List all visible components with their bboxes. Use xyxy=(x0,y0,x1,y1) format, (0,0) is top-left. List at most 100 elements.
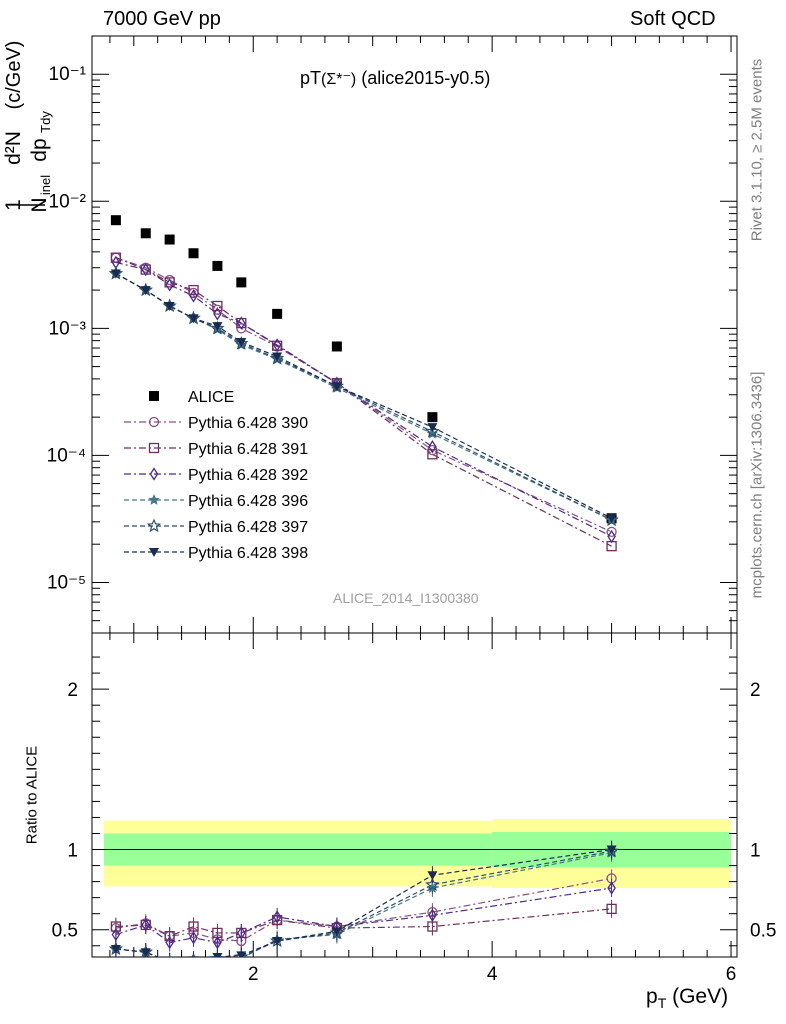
ratio-series-line xyxy=(115,887,612,944)
ylabel-dp: dp xyxy=(28,138,51,161)
x-axis-label: pT (GeV) xyxy=(646,985,728,1011)
ratio-data-point xyxy=(192,954,195,957)
ratio-data-point xyxy=(164,930,175,942)
data-point xyxy=(606,514,617,524)
ratio-data-point xyxy=(210,951,225,957)
main-y-axis-label: 1 N inel d²N dp Tdy (c/GeV) xyxy=(2,41,53,213)
data-point xyxy=(188,314,199,324)
ratio-data-point xyxy=(110,921,122,932)
legend-label: Pythia 6.428 391 xyxy=(188,441,308,458)
ratio-data-point xyxy=(212,953,223,957)
data-point xyxy=(212,300,223,312)
data-point xyxy=(236,323,247,334)
legend-marker xyxy=(149,391,159,401)
ratio-series-line xyxy=(115,908,612,937)
data-point xyxy=(236,338,247,348)
data-point xyxy=(110,215,121,226)
legend-label: Pythia 6.428 392 xyxy=(188,467,308,484)
data-point xyxy=(212,260,223,271)
legend-label: Pythia 6.428 397 xyxy=(188,519,308,536)
y-tick-label: 10⁻⁵ xyxy=(47,572,86,593)
legend-marker xyxy=(148,442,160,454)
y-tick-label: 10⁻² xyxy=(49,191,87,212)
x-tick-label: 4 xyxy=(487,964,498,985)
data-point xyxy=(164,277,175,288)
ylabel-inel: inel xyxy=(38,175,53,195)
data-point xyxy=(110,252,122,263)
legend-entry: Pythia 6.428 390 xyxy=(124,415,308,432)
ratio-data-point xyxy=(234,949,249,957)
legend-entry: Pythia 6.428 392 xyxy=(124,467,308,484)
y-tick-label: 10⁻¹ xyxy=(49,64,87,85)
data-point xyxy=(272,338,282,352)
legend-label: Pythia 6.428 398 xyxy=(188,545,308,562)
legend-marker xyxy=(146,518,162,533)
ratio-data-point xyxy=(110,944,121,954)
ylabel-unit: (c/GeV) xyxy=(3,41,25,110)
series-line xyxy=(115,273,612,519)
header-left-text: 7000 GeV pp xyxy=(103,8,221,30)
ratio-series-line xyxy=(115,852,612,957)
analysis-id: ALICE_2014_I1300380 xyxy=(333,590,479,606)
data-point xyxy=(189,289,198,303)
data-point xyxy=(213,307,222,321)
data-point xyxy=(331,341,342,352)
data-point xyxy=(164,234,175,245)
title-particle: (Σ*⁻) xyxy=(321,71,357,88)
ratio-data-point xyxy=(331,927,342,937)
ratio-data-point xyxy=(188,921,199,932)
data-point xyxy=(331,382,342,392)
x-label-main: p xyxy=(646,985,658,1008)
ratio-data-point xyxy=(606,845,617,855)
ylabel-d2n: d²N xyxy=(2,131,25,165)
ratio-data-point xyxy=(427,906,438,918)
ratio-data-point xyxy=(189,931,198,945)
series-line xyxy=(115,261,612,538)
ratio-data-point xyxy=(165,935,174,950)
data-point xyxy=(607,529,616,544)
plot-title: pT(Σ*⁻) (alice2015-y0.5) xyxy=(300,68,490,89)
data-point xyxy=(237,316,246,330)
legend-label: ALICE xyxy=(188,389,234,406)
ratio-data-point xyxy=(271,914,283,926)
legend-entry: ALICE xyxy=(149,389,234,406)
x-tick-label: 2 xyxy=(248,964,259,985)
ratio-data-point xyxy=(425,877,440,891)
ylabel-tdy: Tdy xyxy=(38,111,53,133)
data-point xyxy=(212,322,223,332)
data-point xyxy=(140,286,151,296)
ratio-y-tick-label-right: 0.5 xyxy=(750,921,776,942)
ratio-y-tick-label-right: 2 xyxy=(750,680,761,701)
data-point xyxy=(141,262,151,277)
y-tick-label: 10⁻⁴ xyxy=(47,445,86,466)
ratio-data-point xyxy=(165,958,175,967)
data-point xyxy=(164,301,175,311)
header-right-text: Soft QCD xyxy=(630,8,716,30)
ratio-data-point xyxy=(212,934,223,945)
legend-entry: Pythia 6.428 391 xyxy=(124,441,308,458)
ratio-markers xyxy=(108,843,619,967)
legend-entry: Pythia 6.428 398 xyxy=(124,545,308,562)
data-point xyxy=(165,278,174,292)
x-label-sub: T xyxy=(657,995,667,1012)
ratio-data-point xyxy=(607,881,616,895)
legend-marker xyxy=(149,467,159,481)
series-line xyxy=(115,257,612,547)
ratio-data-point xyxy=(606,903,617,915)
ratio-series-line xyxy=(115,848,612,957)
ratio-data-point xyxy=(236,935,247,947)
data-point xyxy=(272,352,283,362)
ratio-data-point xyxy=(427,871,438,881)
legend-entry: Pythia 6.428 396 xyxy=(124,493,308,510)
ylabel-n: N xyxy=(28,197,51,212)
x-label-unit: (GeV) xyxy=(666,985,729,1008)
data-point xyxy=(606,526,617,538)
legend-label: Pythia 6.428 396 xyxy=(188,493,308,510)
legend-marker xyxy=(148,416,160,428)
ratio-data-point xyxy=(272,936,283,946)
ratio-data-point xyxy=(111,927,121,942)
ratio-data-point xyxy=(141,918,151,932)
data-point xyxy=(110,269,121,279)
y-tick-label: 10⁻³ xyxy=(49,318,87,339)
